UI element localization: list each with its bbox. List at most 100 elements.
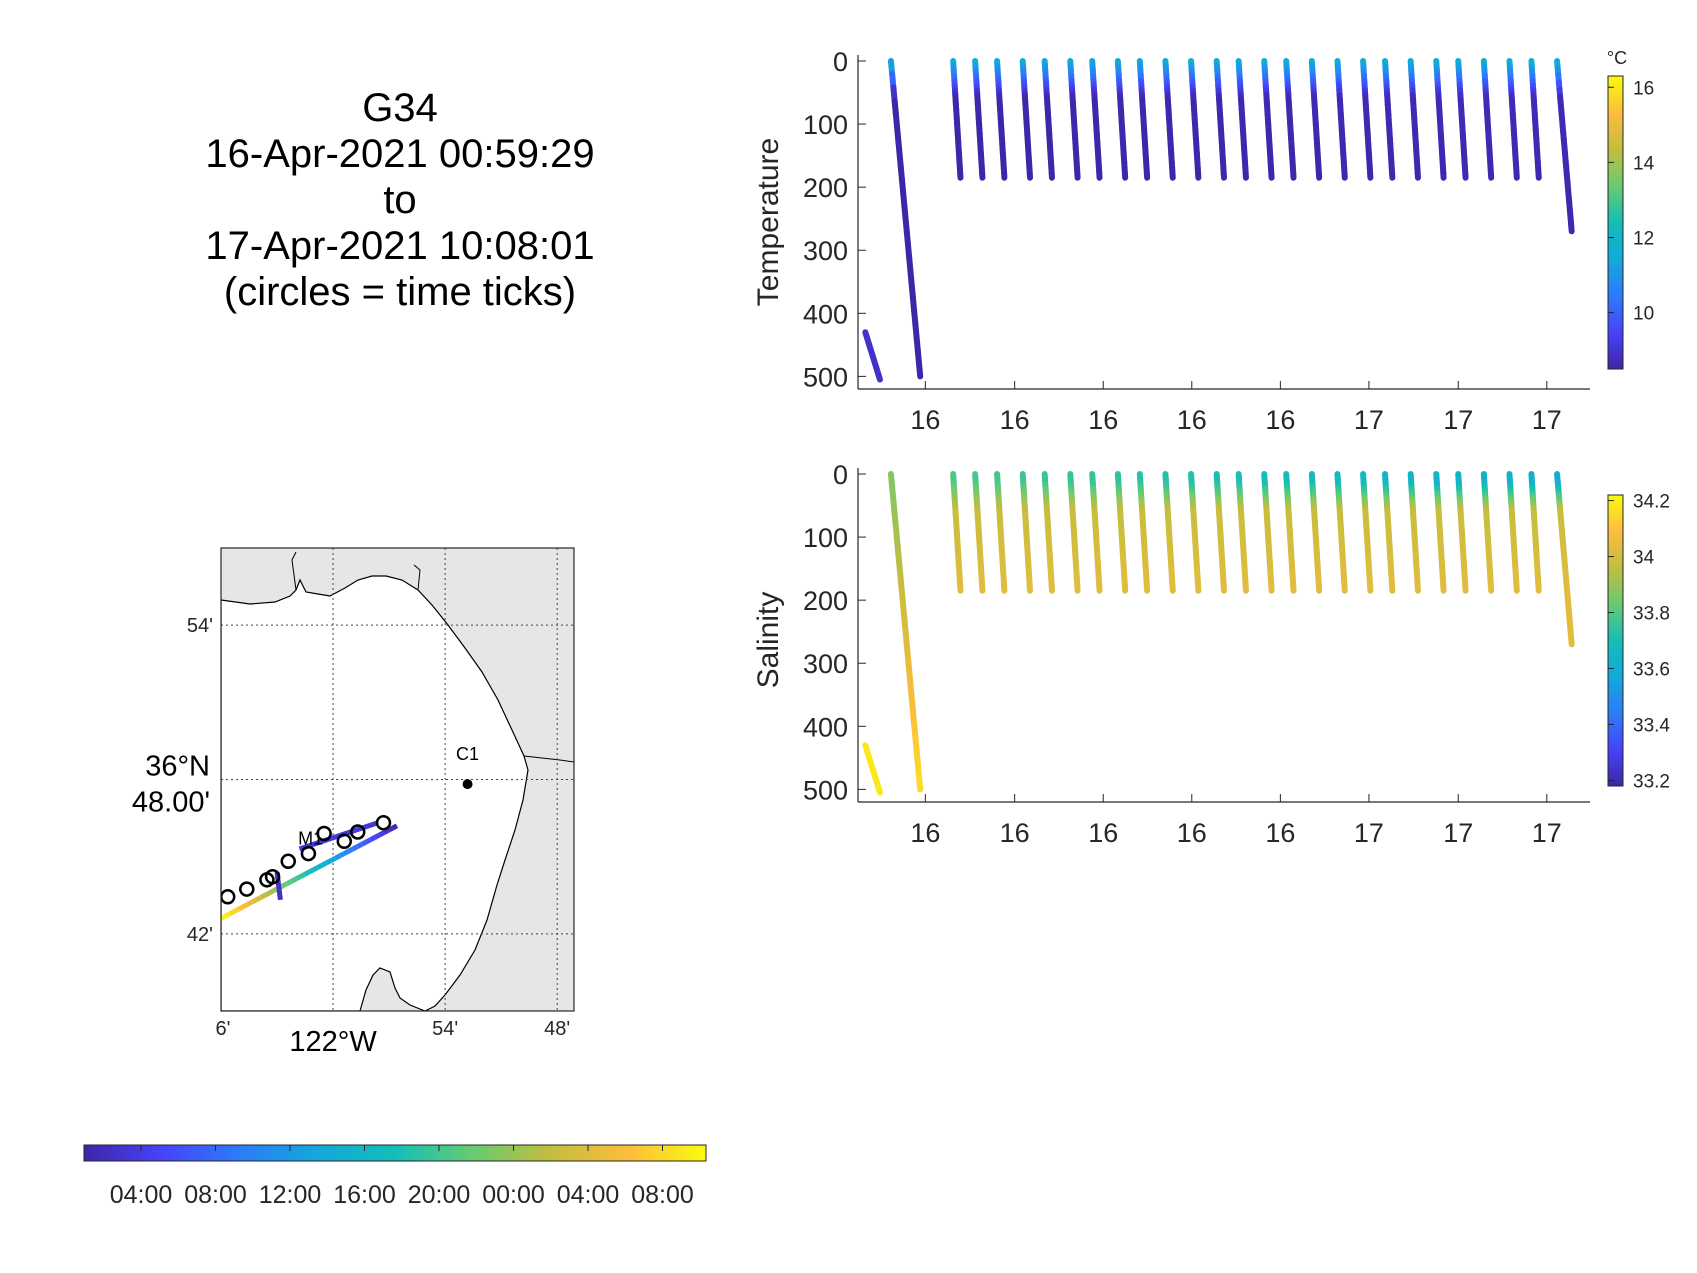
temperature-x-tick-label: 16 bbox=[1177, 405, 1207, 435]
time-colorbar-tick-label: 04:00 bbox=[110, 1181, 173, 1209]
temperature-profile bbox=[1455, 58, 1469, 181]
salinity-profile bbox=[1261, 471, 1275, 594]
salinity-profiles bbox=[862, 471, 1575, 796]
glider-track-segment bbox=[373, 832, 381, 840]
salinity-profile bbox=[994, 471, 1008, 594]
salinity-profile bbox=[1554, 471, 1575, 648]
temperature-profile bbox=[1360, 58, 1374, 181]
salinity-profile bbox=[1455, 471, 1469, 594]
time-colorbar-bar bbox=[83, 1144, 707, 1162]
salinity-colorbar-tick-label: 33.6 bbox=[1633, 659, 1670, 680]
title-start-time: 16-Apr-2021 00:59:29 bbox=[205, 132, 595, 176]
salinity-colorbar-tick-label: 33.4 bbox=[1633, 715, 1670, 736]
salinity-profile bbox=[1235, 471, 1249, 594]
temperature-y-tick-label: 500 bbox=[803, 362, 848, 392]
glider-track-segment bbox=[285, 879, 293, 886]
glider-track-segment bbox=[233, 906, 240, 914]
salinity-profile bbox=[887, 471, 924, 793]
title-end-time: 17-Apr-2021 10:08:01 bbox=[205, 224, 595, 268]
title-to: to bbox=[383, 178, 417, 222]
coast-river bbox=[291, 551, 297, 591]
glider-track-segment bbox=[334, 853, 341, 861]
time-tick-circles bbox=[221, 814, 392, 905]
temperature-colorbar-tick-label: 14 bbox=[1633, 153, 1655, 174]
salinity-colorbar-tick-label: 34.2 bbox=[1633, 492, 1670, 513]
temperature-profile bbox=[1554, 58, 1575, 235]
glider-track-segment bbox=[321, 860, 328, 868]
glider-track-segment bbox=[364, 837, 372, 845]
temperature-profiles bbox=[862, 58, 1575, 383]
time-tick-circle bbox=[349, 824, 366, 840]
temperature-sample bbox=[916, 360, 924, 380]
salinity-profile bbox=[1283, 471, 1297, 594]
salinity-x-tick-label: 16 bbox=[1177, 818, 1207, 848]
glider-track-segment bbox=[382, 828, 390, 835]
salinity-colorbar-tick-label: 33.8 bbox=[1633, 604, 1670, 625]
time-colorbar-tick-label: 04:00 bbox=[557, 1181, 620, 1209]
temperature-profile bbox=[862, 329, 883, 383]
map-lon-label: 6' bbox=[216, 1018, 231, 1040]
glider-track-segment bbox=[386, 825, 394, 833]
coast-creek bbox=[413, 564, 421, 591]
time-colorbar: 04:00 08:00 12:00 16:00 20:00 00:00 04:00 08:00 bbox=[83, 1144, 707, 1209]
glider-track-segment bbox=[241, 902, 249, 910]
temperature-x-tick-label: 17 bbox=[1443, 405, 1473, 435]
salinity-colorbar-bar bbox=[1607, 494, 1624, 787]
station-label: M1 bbox=[298, 829, 323, 849]
temperature-profile bbox=[1213, 58, 1227, 181]
salinity-colorbar-tick-label: 33.2 bbox=[1633, 771, 1670, 792]
salinity-profile bbox=[1041, 471, 1055, 594]
temperature-colorbar-bar bbox=[1607, 75, 1624, 370]
glider-track-segment bbox=[325, 858, 333, 866]
station-label: C1 bbox=[456, 744, 479, 764]
salinity-colorbar-tick-label: 34 bbox=[1633, 548, 1655, 569]
salinity-y-tick-label: 300 bbox=[803, 649, 848, 679]
temperature-y-tick-label: 300 bbox=[803, 236, 848, 266]
temperature-colorbar-tick-label: 12 bbox=[1633, 229, 1654, 250]
time-colorbar-tick-label: 20:00 bbox=[408, 1181, 471, 1209]
temperature-colorbar-tick-label: 16 bbox=[1633, 78, 1654, 99]
temperature-sample bbox=[1568, 221, 1575, 235]
glider-track-segment bbox=[369, 835, 377, 842]
salinity-profile bbox=[1480, 471, 1495, 594]
temperature-profile bbox=[1162, 58, 1176, 181]
salinity-profile bbox=[1188, 471, 1202, 594]
time-tick-circle bbox=[239, 881, 255, 897]
salinity-profile bbox=[1213, 471, 1227, 594]
salinity-profile bbox=[1162, 471, 1176, 594]
salinity-x-tick-label: 16 bbox=[1265, 818, 1295, 848]
temperature-profile bbox=[1334, 58, 1348, 181]
temperature-profile bbox=[1308, 58, 1323, 181]
time-colorbar-tick-label: 00:00 bbox=[482, 1181, 545, 1209]
glider-track-segment bbox=[299, 872, 306, 879]
salinity-y-tick-label: 500 bbox=[803, 775, 848, 805]
glider-track-segment bbox=[281, 881, 289, 889]
salinity-profile bbox=[1334, 471, 1348, 594]
salinity-profile bbox=[1407, 471, 1421, 594]
glider-track-segment bbox=[347, 846, 355, 854]
glider-track-segment bbox=[307, 867, 315, 875]
salinity-profile bbox=[1089, 471, 1103, 594]
temperature-x-tick-label: 16 bbox=[1000, 405, 1030, 435]
glider-track-segment bbox=[303, 869, 311, 877]
temperature-profile bbox=[887, 58, 924, 380]
temperature-profile bbox=[1188, 58, 1202, 181]
temperature-profile bbox=[1067, 58, 1081, 181]
salinity-profile bbox=[1308, 471, 1323, 594]
temperature-colorbar-tick-label: 10 bbox=[1633, 304, 1654, 325]
coast-inlet bbox=[523, 755, 574, 763]
salinity-profile bbox=[972, 471, 986, 594]
time-tick-circle bbox=[280, 853, 296, 870]
salinity-profile bbox=[1114, 471, 1129, 594]
glider-track-segment bbox=[255, 895, 262, 903]
salinity-profile bbox=[1506, 471, 1520, 594]
map-frame bbox=[220, 547, 575, 1012]
glider-track-segment bbox=[329, 855, 337, 863]
salinity-axis-label: Salinity bbox=[752, 592, 785, 689]
temperature-profile bbox=[1382, 58, 1396, 181]
glider-track-segment bbox=[250, 897, 258, 905]
map-labels: 54' 42' 36°N 48.00' 6' 122°W 54' 48' bbox=[132, 615, 570, 1058]
time-colorbar-tick-label: 16:00 bbox=[333, 1181, 396, 1209]
glider-track-segment bbox=[356, 842, 363, 849]
